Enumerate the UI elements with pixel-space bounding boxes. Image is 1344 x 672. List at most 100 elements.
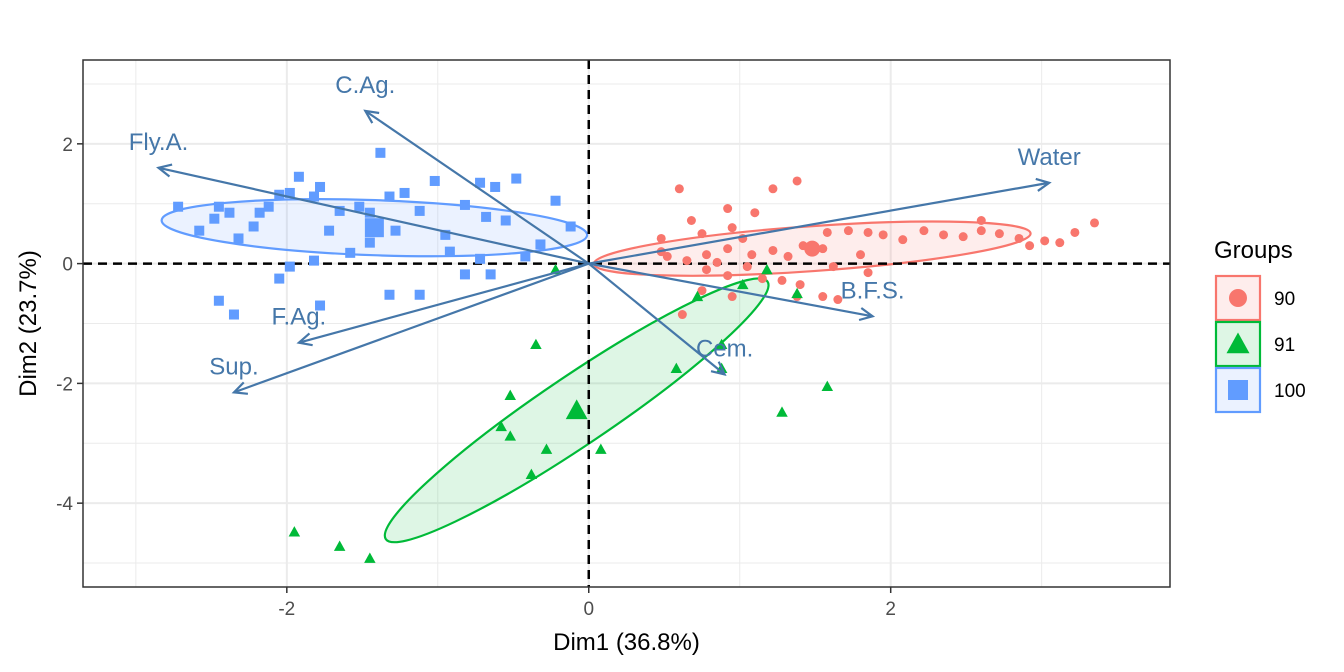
- arrowhead-Water: [1035, 177, 1052, 192]
- point-group-90: [768, 245, 778, 255]
- point-group-91: [525, 468, 538, 480]
- point-group-100: [399, 187, 410, 198]
- arrow-label-Water: Water: [1018, 144, 1081, 171]
- axes: -2 0 2 -4 -2 0 2 Dim1 (36.8%) Dim2 (23.7%): [15, 135, 896, 656]
- point-group-90: [828, 262, 838, 272]
- legend-marker-90: [1229, 289, 1247, 307]
- point-group-100: [485, 269, 496, 280]
- point-group-100: [511, 173, 522, 184]
- arrow-Cem.: [588, 262, 726, 376]
- point-group-100: [209, 213, 220, 224]
- point-group-90: [727, 223, 737, 233]
- point-group-100: [293, 171, 304, 182]
- point-group-100: [384, 191, 395, 202]
- arrow-label-B.F.S.: B.F.S.: [841, 277, 905, 304]
- point-group-90: [1070, 227, 1080, 237]
- point-group-90: [795, 280, 805, 290]
- centroid-group-90: [804, 240, 821, 257]
- point-group-90: [1025, 241, 1035, 251]
- arrow-label-F.Ag.: F.Ag.: [272, 304, 327, 331]
- point-group-100: [384, 289, 395, 300]
- point-group-100: [364, 207, 375, 218]
- point-group-90: [818, 292, 828, 302]
- arrowhead-B.F.S.: [858, 307, 876, 322]
- point-group-90: [777, 275, 787, 285]
- arrowhead-F.Ag.: [296, 332, 313, 347]
- point-group-100: [500, 215, 511, 226]
- arrow-C.Ag.: [364, 109, 590, 265]
- plot-panel: [83, 60, 1170, 587]
- point-group-100: [334, 205, 345, 216]
- point-group-100: [550, 195, 561, 206]
- point-group-90: [822, 227, 832, 237]
- point-group-100: [254, 207, 265, 218]
- point-group-90: [677, 310, 687, 320]
- y-axis-title: Dim2 (23.7%): [15, 250, 42, 397]
- panel-border: [82, 59, 1171, 588]
- point-group-100: [308, 255, 319, 266]
- point-group-90: [702, 265, 712, 275]
- legend: Groups 90 91 100: [1214, 237, 1306, 414]
- point-group-90: [662, 251, 672, 261]
- point-group-100: [520, 251, 531, 262]
- point-group-91: [504, 389, 517, 400]
- arrowhead-Fly.A.: [156, 163, 173, 178]
- point-group-90: [976, 226, 986, 236]
- point-group-91: [504, 430, 517, 441]
- arrow-label-Cem.: Cem.: [696, 335, 753, 362]
- reference-lines: [83, 60, 1170, 587]
- arrow-Water: [588, 181, 1050, 265]
- point-group-100: [284, 261, 295, 272]
- x-tick-label: -2: [278, 599, 295, 620]
- point-group-90: [1014, 233, 1024, 243]
- point-group-90: [818, 244, 828, 254]
- arrow-label-Sup.: Sup.: [209, 353, 258, 380]
- arrowhead-Sup.: [231, 381, 249, 395]
- point-group-90: [768, 184, 778, 194]
- arrow-Fly.A.: [158, 166, 589, 265]
- point-group-91: [761, 263, 773, 275]
- point-group-90: [792, 176, 802, 186]
- point-group-90: [656, 233, 666, 243]
- point-group-100: [194, 225, 205, 236]
- point-group-90: [783, 251, 793, 261]
- y-tick-label: 2: [62, 135, 73, 156]
- arrow-B.F.S.: [588, 262, 873, 318]
- point-group-90: [674, 184, 684, 194]
- variable-arrows: C.Ag. Fly.A. Water B.F.S. F.Ag. Sup. Cem.: [129, 72, 1081, 395]
- point-group-90: [994, 229, 1004, 239]
- point-group-100: [414, 289, 425, 300]
- point-group-91: [670, 362, 683, 374]
- point-group-91: [364, 552, 376, 563]
- point-group-91: [595, 443, 607, 454]
- point-group-90: [723, 244, 733, 254]
- point-group-90: [976, 215, 986, 225]
- centroid-group-91: [565, 399, 588, 420]
- point-group-90: [1040, 236, 1050, 246]
- point-group-90: [712, 257, 722, 267]
- point-group-90: [833, 295, 843, 305]
- point-group-90: [750, 208, 760, 218]
- y-tick-label: -2: [56, 374, 73, 395]
- legend-label-90: 90: [1274, 289, 1295, 310]
- y-tick-label: -4: [56, 494, 73, 515]
- point-group-100: [440, 229, 451, 240]
- point-group-91: [715, 338, 728, 350]
- point-group-91: [691, 290, 704, 302]
- arrowhead-C.Ag.: [363, 109, 380, 124]
- point-group-100: [228, 309, 239, 320]
- point-group-100: [429, 175, 440, 186]
- point-group-100: [459, 269, 470, 280]
- point-group-100: [315, 181, 326, 192]
- panel-frame: [82, 59, 1171, 588]
- point-group-90: [856, 250, 866, 260]
- point-group-100: [224, 207, 235, 218]
- point-group-100: [490, 181, 501, 192]
- point-group-90: [958, 232, 968, 242]
- x-axis-title: Dim1 (36.8%): [553, 629, 700, 656]
- point-group-100: [345, 247, 356, 258]
- point-group-91: [495, 420, 507, 432]
- legend-marker-100: [1228, 380, 1248, 400]
- arrowhead-Cem.: [710, 361, 727, 377]
